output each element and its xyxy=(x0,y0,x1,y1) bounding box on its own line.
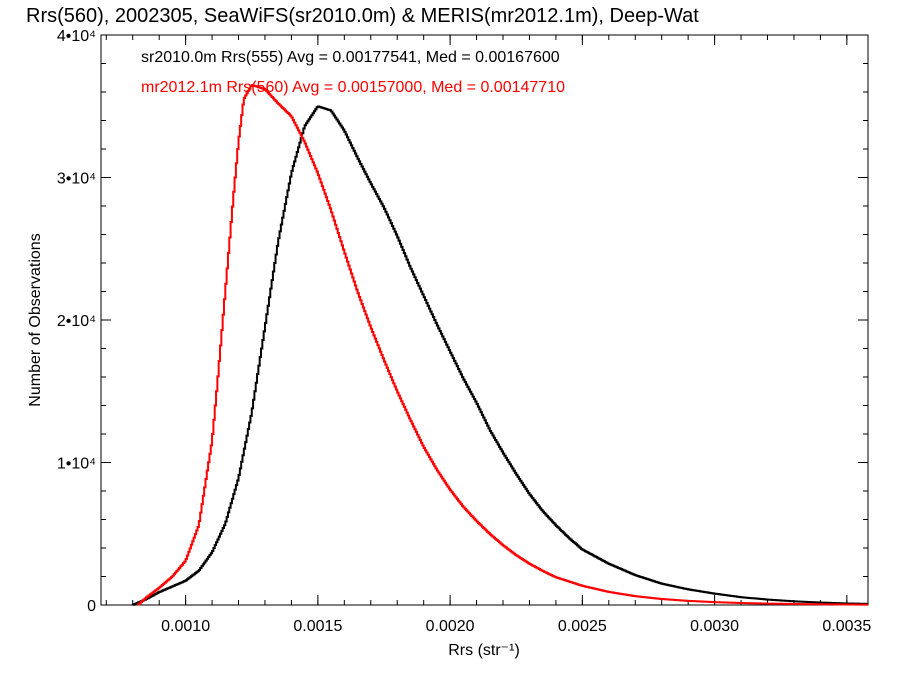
x-tick-label: 0.0010 xyxy=(161,618,210,635)
x-tick-label: 0.0020 xyxy=(426,618,475,635)
series-layer xyxy=(131,84,868,606)
y-axis-ticks: 0 1•10⁴ 2•10⁴ 3•10⁴ 4•10⁴ xyxy=(57,28,868,615)
series-line-sr2010 xyxy=(131,105,868,606)
x-tick-label: 0.0025 xyxy=(558,618,607,635)
y-tick-label: 2•10⁴ xyxy=(57,313,96,330)
y-tick-label: 3•10⁴ xyxy=(57,171,96,188)
y-tick-label: 4•10⁴ xyxy=(57,28,96,45)
y-tick-label: 0 xyxy=(87,598,96,615)
y-tick-label: 1•10⁴ xyxy=(57,456,96,473)
y-axis-label: Number of Observations xyxy=(27,233,44,406)
series-line-mr2012 xyxy=(137,84,868,606)
chart-title: Rrs(560), 2002305, SeaWiFS(sr2010.0m) & … xyxy=(26,5,699,27)
x-axis-label: Rrs (str⁻¹) xyxy=(448,642,520,659)
legend-entry-mr2012: mr2012.1m Rrs(560) Avg = 0.00157000, Med… xyxy=(141,79,565,96)
legend-entry-sr2010: sr2010.0m Rrs(555) Avg = 0.00177541, Med… xyxy=(141,49,560,66)
x-tick-label: 0.0015 xyxy=(293,618,342,635)
x-tick-label: 0.0035 xyxy=(822,618,871,635)
plot-frame xyxy=(100,34,869,606)
x-axis-ticks: 0.0010 0.0015 0.0020 0.0025 0.0030 0.0035 xyxy=(105,35,871,635)
x-tick-label: 0.0030 xyxy=(690,618,739,635)
